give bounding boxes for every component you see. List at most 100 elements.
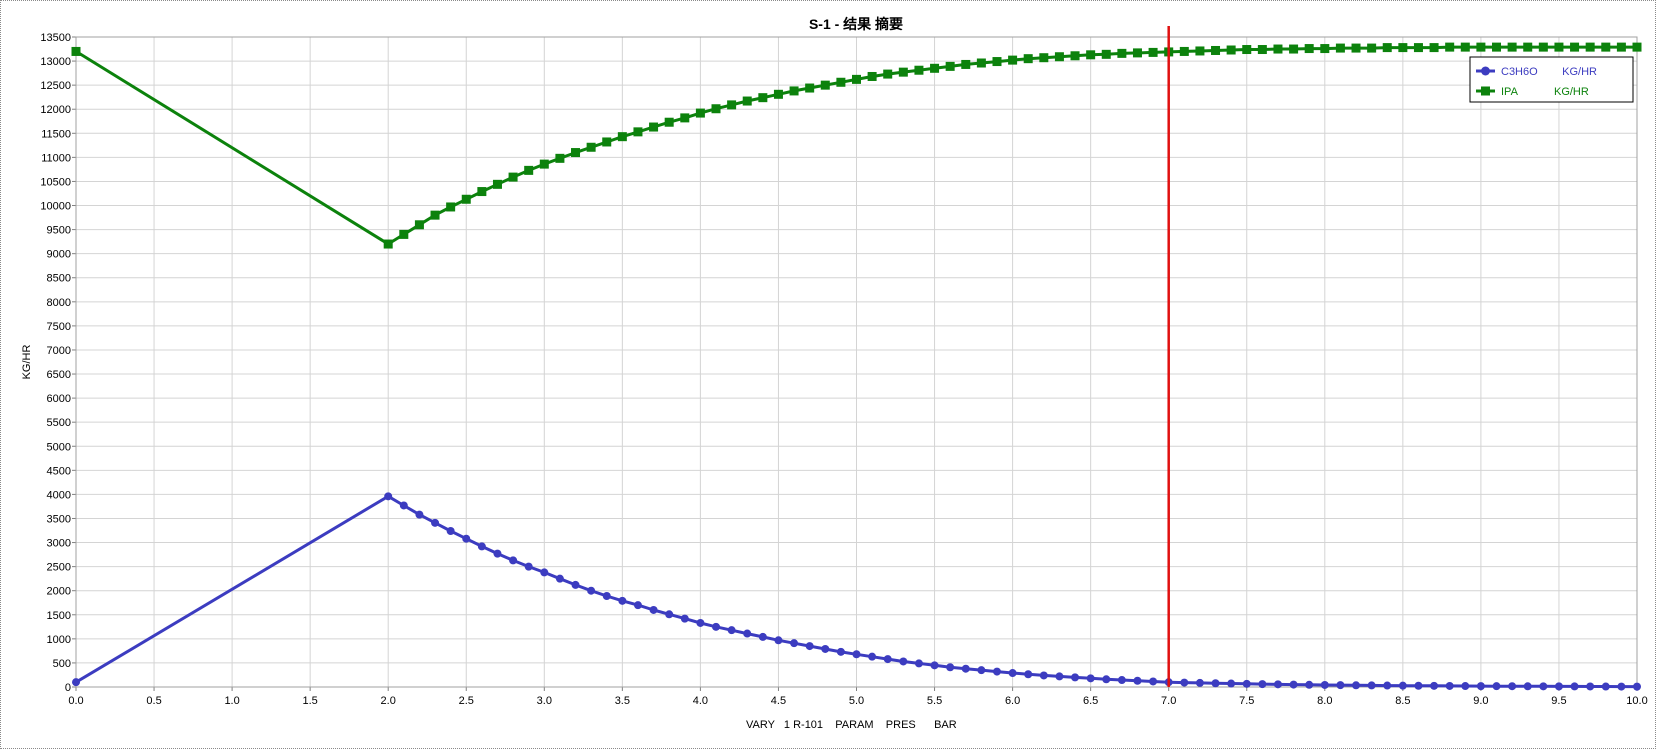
data-point-ipa[interactable]: [742, 96, 752, 106]
data-point-ipa[interactable]: [414, 220, 424, 230]
data-point-c3h6o[interactable]: [1039, 671, 1048, 680]
data-point-c3h6o[interactable]: [555, 574, 564, 583]
data-point-ipa[interactable]: [1616, 42, 1626, 52]
data-point-c3h6o[interactable]: [946, 663, 955, 672]
data-point-ipa[interactable]: [664, 117, 674, 127]
data-point-ipa[interactable]: [1492, 42, 1502, 52]
series-line-ipa[interactable]: [75, 45, 1637, 246]
data-point-c3h6o[interactable]: [774, 636, 783, 645]
data-point-ipa[interactable]: [711, 104, 721, 114]
data-point-ipa[interactable]: [1101, 49, 1111, 59]
legend-item-ipa[interactable]: IPA KG/HR: [1476, 86, 1589, 98]
data-point-c3h6o[interactable]: [914, 659, 923, 668]
data-point-ipa[interactable]: [602, 137, 612, 147]
data-point-c3h6o[interactable]: [665, 610, 674, 619]
data-point-c3h6o[interactable]: [1398, 681, 1407, 690]
data-point-ipa[interactable]: [1117, 48, 1127, 58]
data-point-c3h6o[interactable]: [602, 592, 611, 600]
data-point-c3h6o[interactable]: [649, 605, 658, 614]
data-point-ipa[interactable]: [633, 127, 643, 137]
data-point-c3h6o[interactable]: [1273, 680, 1282, 689]
data-point-ipa[interactable]: [773, 89, 783, 99]
data-point-ipa[interactable]: [508, 172, 518, 182]
data-point-c3h6o[interactable]: [477, 542, 486, 551]
data-point-ipa[interactable]: [1445, 42, 1455, 52]
data-point-ipa[interactable]: [1257, 45, 1267, 55]
data-point-ipa[interactable]: [477, 187, 487, 197]
data-point-c3h6o[interactable]: [72, 678, 80, 687]
data-point-c3h6o[interactable]: [1586, 682, 1595, 691]
data-point-ipa[interactable]: [1632, 42, 1642, 52]
data-point-ipa[interactable]: [1335, 43, 1345, 53]
data-point-ipa[interactable]: [492, 179, 502, 189]
data-point-c3h6o[interactable]: [1539, 682, 1548, 691]
data-point-c3h6o[interactable]: [758, 632, 767, 641]
data-point-ipa[interactable]: [1554, 42, 1564, 52]
data-point-ipa[interactable]: [1273, 44, 1283, 54]
data-point-c3h6o[interactable]: [899, 657, 908, 666]
data-point-ipa[interactable]: [1023, 54, 1033, 64]
data-point-c3h6o[interactable]: [868, 652, 877, 661]
data-point-c3h6o[interactable]: [571, 580, 580, 589]
data-point-c3h6o[interactable]: [961, 664, 970, 673]
data-point-c3h6o[interactable]: [618, 596, 627, 605]
data-point-ipa[interactable]: [1570, 42, 1580, 52]
data-point-ipa[interactable]: [883, 69, 893, 79]
data-point-ipa[interactable]: [1070, 51, 1080, 61]
data-point-c3h6o[interactable]: [1554, 682, 1563, 691]
data-point-ipa[interactable]: [617, 132, 627, 142]
data-point-ipa[interactable]: [571, 148, 581, 158]
data-point-c3h6o[interactable]: [1117, 676, 1126, 685]
data-point-ipa[interactable]: [555, 153, 565, 163]
data-point-ipa[interactable]: [1523, 42, 1533, 52]
data-point-c3h6o[interactable]: [1211, 679, 1220, 688]
data-point-c3h6o[interactable]: [712, 622, 721, 631]
data-point-ipa[interactable]: [1367, 43, 1377, 53]
data-point-c3h6o[interactable]: [1492, 682, 1501, 691]
data-point-c3h6o[interactable]: [930, 661, 939, 670]
data-point-ipa[interactable]: [461, 194, 471, 204]
data-point-ipa[interactable]: [1148, 47, 1158, 57]
data-point-c3h6o[interactable]: [1305, 680, 1314, 689]
data-point-ipa[interactable]: [758, 93, 768, 103]
data-point-c3h6o[interactable]: [1180, 678, 1189, 687]
data-point-c3h6o[interactable]: [680, 614, 689, 623]
data-point-ipa[interactable]: [1320, 44, 1330, 54]
data-point-c3h6o[interactable]: [992, 667, 1001, 676]
data-point-ipa[interactable]: [1601, 42, 1611, 52]
data-point-c3h6o[interactable]: [1430, 681, 1439, 690]
data-point-ipa[interactable]: [852, 74, 861, 84]
data-point-c3h6o[interactable]: [1352, 681, 1361, 690]
data-point-ipa[interactable]: [1054, 52, 1064, 62]
data-point-ipa[interactable]: [976, 58, 986, 68]
data-point-ipa[interactable]: [1226, 45, 1236, 55]
data-point-ipa[interactable]: [1507, 42, 1517, 52]
data-point-ipa[interactable]: [1413, 43, 1423, 53]
data-point-ipa[interactable]: [820, 80, 830, 90]
data-point-c3h6o[interactable]: [1617, 682, 1626, 691]
data-point-c3h6o[interactable]: [384, 492, 393, 501]
data-point-c3h6o[interactable]: [587, 586, 596, 595]
data-point-ipa[interactable]: [789, 86, 799, 96]
data-point-c3h6o[interactable]: [1242, 679, 1251, 688]
data-point-c3h6o[interactable]: [1227, 679, 1236, 688]
data-point-ipa[interactable]: [1211, 45, 1221, 55]
data-point-c3h6o[interactable]: [852, 650, 861, 659]
data-point-c3h6o[interactable]: [462, 534, 471, 543]
data-point-c3h6o[interactable]: [821, 644, 830, 653]
data-point-ipa[interactable]: [649, 122, 659, 132]
data-point-ipa[interactable]: [1476, 42, 1486, 52]
data-point-c3h6o[interactable]: [1414, 681, 1423, 690]
data-point-c3h6o[interactable]: [1071, 673, 1080, 682]
data-point-c3h6o[interactable]: [1461, 682, 1470, 691]
data-point-ipa[interactable]: [383, 239, 393, 249]
data-point-ipa[interactable]: [1179, 46, 1189, 56]
data-point-c3h6o[interactable]: [1102, 675, 1111, 684]
data-point-ipa[interactable]: [1304, 44, 1314, 54]
data-point-ipa[interactable]: [446, 202, 456, 212]
data-point-c3h6o[interactable]: [1508, 682, 1517, 691]
data-point-c3h6o[interactable]: [727, 626, 736, 635]
data-point-ipa[interactable]: [1008, 55, 1018, 65]
data-point-c3h6o[interactable]: [743, 629, 752, 638]
data-point-c3h6o[interactable]: [1367, 681, 1376, 690]
